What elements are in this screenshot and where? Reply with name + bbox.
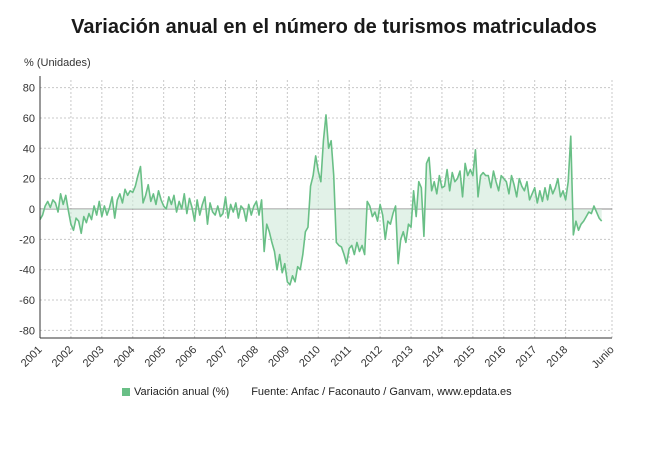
x-tick-label: 2018: [545, 344, 571, 370]
y-tick-label: -20: [19, 234, 35, 246]
x-tick-label: 2006: [174, 344, 200, 370]
series-area: [40, 114, 602, 285]
series-line: [39, 114, 603, 286]
y-tick-label: -60: [19, 295, 35, 307]
x-tick-label: 2002: [50, 344, 76, 370]
legend-swatch: [122, 388, 130, 396]
chart-title: Variación anual en el número de turismos…: [71, 16, 597, 38]
y-tick-label: 0: [29, 204, 35, 216]
x-tick-label: Junio: [590, 344, 617, 371]
y-tick-label: -40: [19, 265, 35, 277]
source-text: Fuente: Anfac / Faconauto / Ganvam, www.…: [251, 386, 512, 398]
x-tick-label: 2016: [483, 344, 509, 370]
y-tick-label: 20: [23, 174, 35, 186]
x-tick-label: 2004: [112, 344, 138, 370]
x-tick-label: 2013: [390, 344, 416, 370]
x-tick-label: 2017: [514, 344, 540, 370]
x-tick-label: 2007: [204, 344, 230, 370]
x-tick-label: 2015: [452, 344, 478, 370]
y-tick-label: 80: [23, 83, 35, 95]
y-tick-label: 40: [23, 143, 35, 155]
legend: Variación anual (%) Fuente: Anfac / Faco…: [122, 386, 512, 398]
x-tick-label: 2009: [266, 344, 292, 370]
x-tick-label: 2001: [19, 344, 45, 370]
x-tick-label: 2005: [143, 344, 169, 370]
x-tick-label: 2003: [81, 344, 107, 370]
y-axis-label: % (Unidades): [24, 57, 91, 69]
x-tick-label: 2011: [329, 344, 354, 369]
x-tick-label: 2008: [235, 344, 261, 370]
x-tick-label: 2014: [421, 344, 447, 370]
x-tick-label: 2012: [359, 344, 385, 370]
y-tick-label: -80: [19, 325, 35, 337]
legend-label: Variación anual (%): [134, 386, 230, 398]
x-tick-label: 2010: [297, 344, 323, 370]
y-tick-label: 60: [23, 113, 35, 125]
